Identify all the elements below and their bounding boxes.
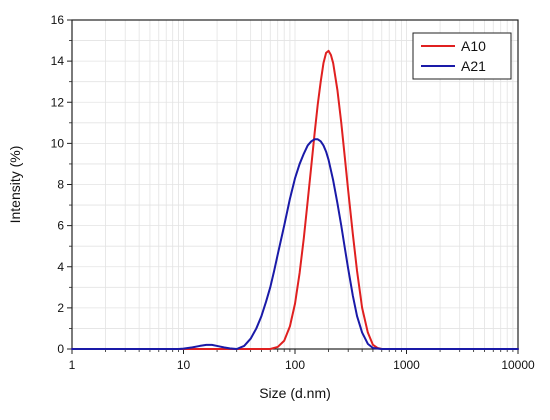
x-tick-label: 10	[177, 358, 191, 372]
y-tick-label: 6	[57, 219, 64, 233]
y-tick-label: 0	[57, 342, 64, 356]
x-tick-label: 10000	[501, 358, 535, 372]
y-tick-label: 14	[51, 54, 65, 68]
y-axis-label: Intensity (%)	[7, 146, 23, 224]
y-tick-label: 2	[57, 301, 64, 315]
y-tick-label: 4	[57, 260, 64, 274]
series-line-a10	[71, 49, 519, 350]
legend-label-a21: A21	[461, 58, 486, 74]
x-tick-label: 100	[285, 358, 305, 372]
legend-label-a10: A10	[461, 38, 486, 54]
grid-layer	[71, 19, 518, 350]
ticks-layer: 1 10 100 1000 10000 0 2 4 6 8 10 12 14 16	[51, 13, 535, 372]
y-tick-label: 12	[51, 95, 65, 109]
legend-box	[412, 32, 512, 80]
series-line-a21	[71, 138, 519, 350]
x-tick-label: 1000	[393, 358, 420, 372]
y-tick-label: 8	[57, 178, 64, 192]
x-tick-label: 1	[69, 358, 76, 372]
y-tick-label: 16	[51, 13, 65, 27]
x-axis-label: Size (d.nm)	[259, 385, 331, 401]
series-layer	[71, 49, 519, 350]
y-tick-label: 10	[51, 136, 65, 150]
